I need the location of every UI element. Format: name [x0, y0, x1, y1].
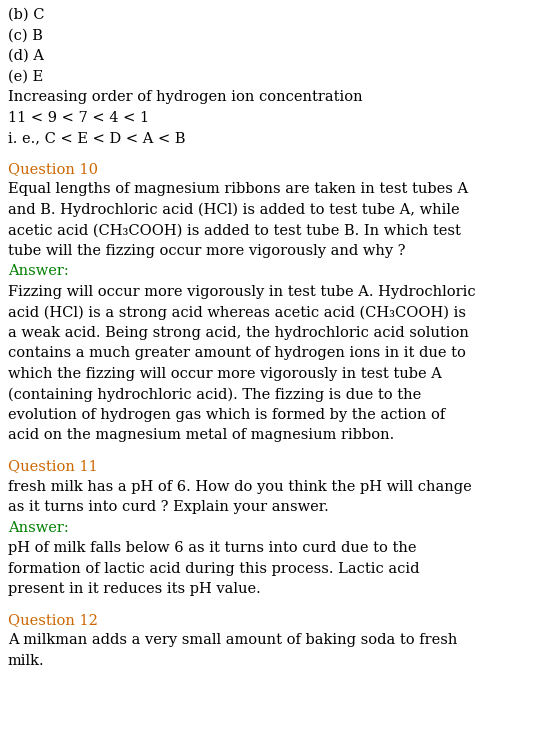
Text: Answer:: Answer:: [8, 520, 69, 534]
Text: i. e., C < E < D < A < B: i. e., C < E < D < A < B: [8, 131, 186, 145]
Text: (containing hydrochloric acid). The fizzing is due to the: (containing hydrochloric acid). The fizz…: [8, 387, 422, 401]
Text: (d) A: (d) A: [8, 49, 44, 63]
Text: pH of milk falls below 6 as it turns into curd due to the: pH of milk falls below 6 as it turns int…: [8, 541, 417, 555]
Text: evolution of hydrogen gas which is formed by the action of: evolution of hydrogen gas which is forme…: [8, 408, 445, 421]
Text: contains a much greater amount of hydrogen ions in it due to: contains a much greater amount of hydrog…: [8, 347, 466, 361]
Text: as it turns into curd ? Explain your answer.: as it turns into curd ? Explain your ans…: [8, 500, 329, 514]
Text: a weak acid. Being strong acid, the hydrochloric acid solution: a weak acid. Being strong acid, the hydr…: [8, 326, 469, 340]
Text: and B. Hydrochloric acid (HCl) is added to test tube A, while: and B. Hydrochloric acid (HCl) is added …: [8, 203, 460, 217]
Text: Answer:: Answer:: [8, 264, 69, 278]
Text: Question 10: Question 10: [8, 162, 98, 176]
Text: (c) B: (c) B: [8, 28, 43, 42]
Text: Question 12: Question 12: [8, 613, 98, 627]
Text: acid (HCl) is a strong acid whereas acetic acid (CH₃COOH) is: acid (HCl) is a strong acid whereas acet…: [8, 305, 466, 320]
Text: fresh milk has a pH of 6. How do you think the pH will change: fresh milk has a pH of 6. How do you thi…: [8, 479, 472, 493]
Text: present in it reduces its pH value.: present in it reduces its pH value.: [8, 582, 261, 596]
Text: acid on the magnesium metal of magnesium ribbon.: acid on the magnesium metal of magnesium…: [8, 428, 394, 442]
Text: (e) E: (e) E: [8, 70, 43, 84]
Text: 11 < 9 < 7 < 4 < 1: 11 < 9 < 7 < 4 < 1: [8, 111, 149, 125]
Text: Increasing order of hydrogen ion concentration: Increasing order of hydrogen ion concent…: [8, 90, 363, 104]
Text: Question 11: Question 11: [8, 459, 98, 473]
Text: A milkman adds a very small amount of baking soda to fresh: A milkman adds a very small amount of ba…: [8, 633, 458, 647]
Text: acetic acid (CH₃COOH) is added to test tube B. In which test: acetic acid (CH₃COOH) is added to test t…: [8, 223, 461, 237]
Text: formation of lactic acid during this process. Lactic acid: formation of lactic acid during this pro…: [8, 562, 419, 576]
Text: tube will the fizzing occur more vigorously and why ?: tube will the fizzing occur more vigorou…: [8, 244, 406, 257]
Text: which the fizzing will occur more vigorously in test tube A: which the fizzing will occur more vigoro…: [8, 367, 442, 381]
Text: milk.: milk.: [8, 654, 45, 668]
Text: (b) C: (b) C: [8, 8, 45, 22]
Text: Fizzing will occur more vigorously in test tube A. Hydrochloric: Fizzing will occur more vigorously in te…: [8, 285, 476, 299]
Text: Equal lengths of magnesium ribbons are taken in test tubes A: Equal lengths of magnesium ribbons are t…: [8, 183, 468, 196]
